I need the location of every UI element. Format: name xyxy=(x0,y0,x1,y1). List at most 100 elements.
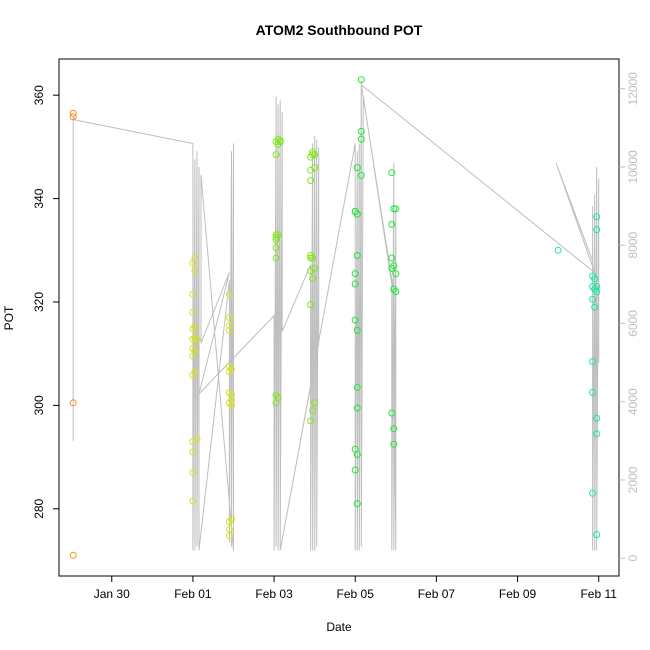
x-tick-label: Feb 01 xyxy=(174,587,212,601)
data-point xyxy=(193,335,201,343)
data-point xyxy=(272,231,280,239)
data-point xyxy=(390,205,398,213)
data-point xyxy=(353,210,361,218)
data-point xyxy=(311,164,319,172)
data-point xyxy=(307,417,315,425)
y-axis: 280 300 320 340 360 xyxy=(32,85,59,519)
x-axis: Jan 30 Feb 01 Feb 03 Feb 05 Feb 07 Feb 09 Feb … xyxy=(94,576,617,601)
trace-line-layer xyxy=(72,80,600,551)
data-point xyxy=(309,407,317,415)
data-point xyxy=(353,164,361,172)
data-point xyxy=(351,466,359,474)
data-point xyxy=(309,275,317,283)
data-point xyxy=(353,252,361,259)
data-point xyxy=(311,399,319,407)
data-points-layer xyxy=(69,76,601,559)
data-point xyxy=(392,288,400,296)
y-tick-label: 300 xyxy=(32,395,46,415)
data-point xyxy=(554,246,562,254)
data-point xyxy=(307,254,315,262)
data-point xyxy=(191,267,199,275)
y2-tick-label: 4000 xyxy=(626,388,640,415)
trace-line xyxy=(72,80,600,551)
data-point xyxy=(189,469,197,477)
y2-tick-label: 2000 xyxy=(626,466,640,493)
data-point xyxy=(307,301,315,309)
data-point xyxy=(189,497,197,505)
data-point xyxy=(228,365,235,373)
data-point xyxy=(589,489,597,497)
y2-axis: 0 2000 4000 6000 8000 10000 12000 xyxy=(619,72,640,562)
data-point xyxy=(272,244,280,252)
data-point xyxy=(353,451,361,458)
data-point xyxy=(388,169,396,177)
data-point xyxy=(225,290,233,298)
data-point xyxy=(589,389,597,396)
data-point xyxy=(353,383,361,391)
x-tick-label: Feb 07 xyxy=(418,587,456,601)
y2-tick-label: 6000 xyxy=(626,310,640,337)
data-point xyxy=(309,151,317,159)
y-tick-label: 320 xyxy=(32,292,46,312)
data-point xyxy=(225,314,233,321)
data-point xyxy=(351,270,359,278)
data-point xyxy=(189,308,197,316)
data-point xyxy=(351,280,359,288)
data-point xyxy=(353,326,361,334)
data-point xyxy=(353,404,361,412)
y2-tick-label: 10000 xyxy=(626,150,640,184)
data-point xyxy=(593,283,601,290)
data-point xyxy=(193,435,201,443)
x-tick-label: Feb 11 xyxy=(580,587,617,601)
data-point xyxy=(591,275,599,283)
data-point xyxy=(225,321,233,329)
data-point xyxy=(189,448,197,456)
y2-tick-label: 12000 xyxy=(626,72,640,106)
data-point xyxy=(357,76,365,84)
data-point xyxy=(357,135,365,143)
data-point xyxy=(225,532,233,540)
data-point xyxy=(593,288,601,296)
data-point xyxy=(311,264,319,272)
data-point xyxy=(191,254,199,262)
plot-frame xyxy=(58,58,620,577)
data-point xyxy=(309,254,317,262)
data-point xyxy=(69,109,77,117)
data-point xyxy=(392,270,400,278)
data-point xyxy=(228,401,235,409)
data-point xyxy=(390,425,398,433)
data-point xyxy=(593,414,601,422)
data-point xyxy=(357,127,365,135)
data-point xyxy=(228,515,235,523)
data-point xyxy=(357,171,365,179)
data-point xyxy=(69,551,77,559)
data-point xyxy=(189,290,197,298)
x-tick-label: Feb 03 xyxy=(255,587,293,601)
y-axis-label: POT xyxy=(2,305,16,330)
x-axis-label: Date xyxy=(326,620,352,634)
data-point xyxy=(69,113,77,121)
y-tick-label: 360 xyxy=(32,85,46,105)
data-point xyxy=(388,254,396,262)
y-tick-label: 280 xyxy=(32,498,46,518)
data-point xyxy=(191,323,199,331)
data-point xyxy=(392,205,400,213)
data-point xyxy=(307,177,315,184)
data-point xyxy=(353,500,361,508)
data-point xyxy=(390,262,398,270)
y2-tick-label: 8000 xyxy=(626,232,640,259)
data-point xyxy=(189,325,197,333)
data-point xyxy=(228,396,235,404)
data-point xyxy=(593,226,601,234)
y2-tick-label: 0 xyxy=(626,555,640,562)
data-point xyxy=(191,368,199,376)
y-tick-label: 340 xyxy=(32,188,46,208)
data-point xyxy=(191,347,199,355)
data-point xyxy=(351,316,359,324)
data-point xyxy=(388,220,396,228)
data-point xyxy=(189,371,197,379)
data-point xyxy=(228,391,235,399)
data-point xyxy=(593,430,601,438)
data-point xyxy=(589,357,597,365)
